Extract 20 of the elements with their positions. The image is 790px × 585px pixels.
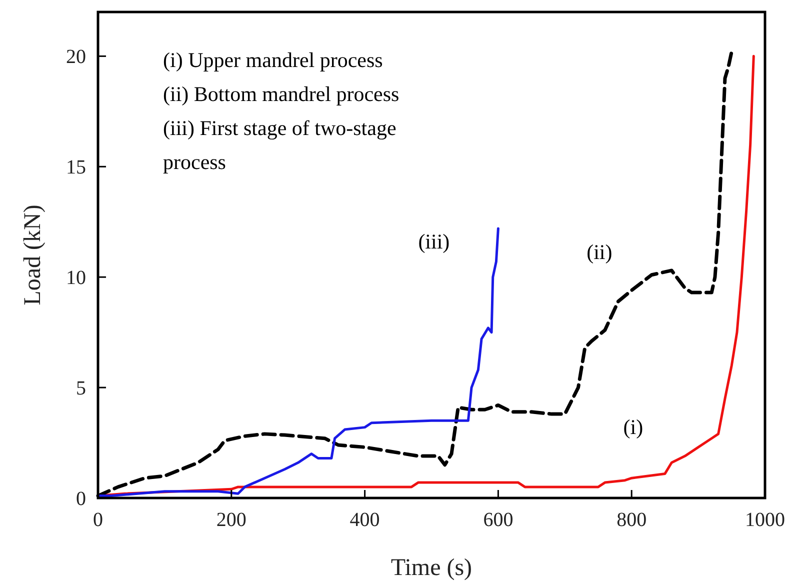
line-series	[96, 227, 500, 498]
x-axis-title: Time (s)	[390, 555, 472, 581]
y-tick-label: 0	[76, 488, 86, 510]
x-tick-label: 200	[216, 509, 246, 531]
x-tick-label: 800	[616, 509, 647, 531]
y-tick-label: 20	[66, 46, 86, 68]
series-label: (ii)	[586, 240, 612, 264]
y-tick-label: 5	[76, 378, 86, 400]
x-tick-label: 1000	[745, 509, 785, 531]
x-tick-label: 400	[350, 509, 380, 531]
text: (iii)	[418, 229, 450, 254]
x-tick-label: 0	[93, 509, 103, 531]
series-label: (i)	[623, 414, 644, 439]
annotation: (ii) Bottom mandrel process	[163, 82, 400, 106]
y-tick-label: 10	[66, 267, 86, 290]
y-tick-label: 15	[66, 156, 86, 179]
y-axis-title: Load (kN)	[20, 204, 46, 306]
annotation: (i) Upper mandrel process	[163, 48, 383, 72]
annotation: (iii) First stage of two-stage process	[163, 116, 396, 174]
x-tick-label: 600	[483, 509, 514, 531]
